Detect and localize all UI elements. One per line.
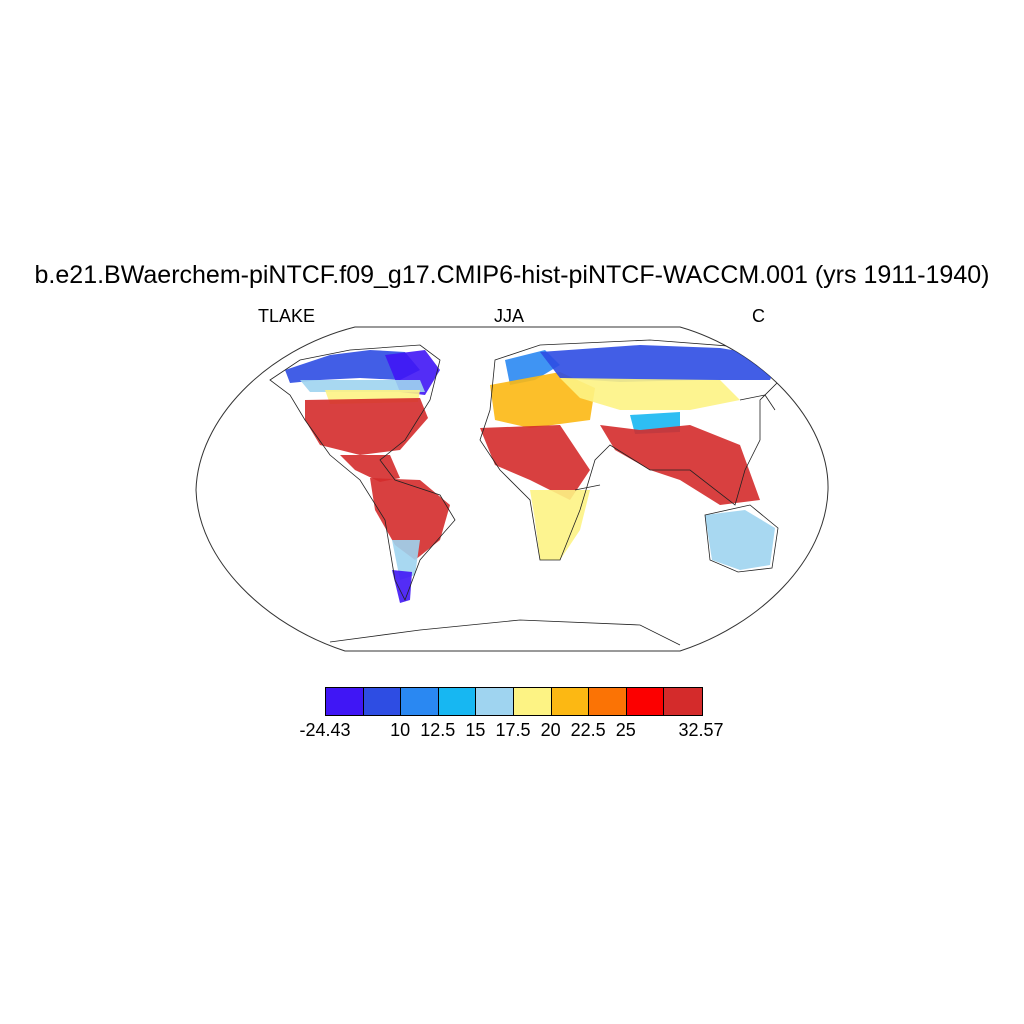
colorbar-swatch-9 <box>664 688 702 715</box>
colorbar-swatch-3 <box>438 688 477 715</box>
colorbar-swatch-2 <box>401 688 439 715</box>
colorbar-swatch-6 <box>551 688 590 715</box>
region-india-se-asia <box>600 425 760 505</box>
colorbar-label: 15 <box>465 720 486 740</box>
region-central-asia <box>560 378 740 410</box>
colorbar-label: 20 <box>540 720 561 740</box>
colorbar-swatch-8 <box>626 688 665 715</box>
data-regions <box>285 345 780 603</box>
region-alaska-n-canada <box>285 350 420 383</box>
region-central-america <box>340 455 400 482</box>
colorbar-label: 32.57 <box>678 720 724 740</box>
colorbar-swatch-7 <box>589 688 627 715</box>
colorbar-label: 25 <box>615 720 636 740</box>
region-usa <box>305 398 428 455</box>
region-s-africa <box>530 490 590 560</box>
colorbar-label: 17.5 <box>495 720 531 740</box>
units-label: C <box>752 306 765 326</box>
coastline-4 <box>739 394 776 411</box>
region-s-canada <box>300 380 425 392</box>
colorbar-swatch-1 <box>363 688 402 715</box>
colorbar-swatch-4 <box>476 688 514 715</box>
coastline-5 <box>574 484 601 491</box>
region-south-america <box>370 478 450 560</box>
coastline-0 <box>269 344 456 601</box>
colorbar-label: -24.43 <box>299 720 351 740</box>
region-siberia <box>540 345 780 382</box>
colorbar <box>325 687 703 716</box>
region-s-south-america <box>392 540 420 580</box>
colorbar-label: 12.5 <box>420 720 456 740</box>
season-label: JJA <box>494 306 525 326</box>
coastline-2 <box>704 504 779 573</box>
variable-label: TLAKE <box>258 306 316 326</box>
colorbar-swatch-0 <box>326 688 364 715</box>
plot-title: b.e21.BWaerchem-piNTCF.f09_g17.CMIP6-his… <box>34 261 990 289</box>
colorbar-swatch-5 <box>513 688 552 715</box>
colorbar-label: 10 <box>390 720 411 740</box>
colorbar-label: 22.5 <box>570 720 606 740</box>
region-australia <box>705 510 775 570</box>
region-africa <box>480 425 590 500</box>
coastline-3 <box>329 619 681 646</box>
